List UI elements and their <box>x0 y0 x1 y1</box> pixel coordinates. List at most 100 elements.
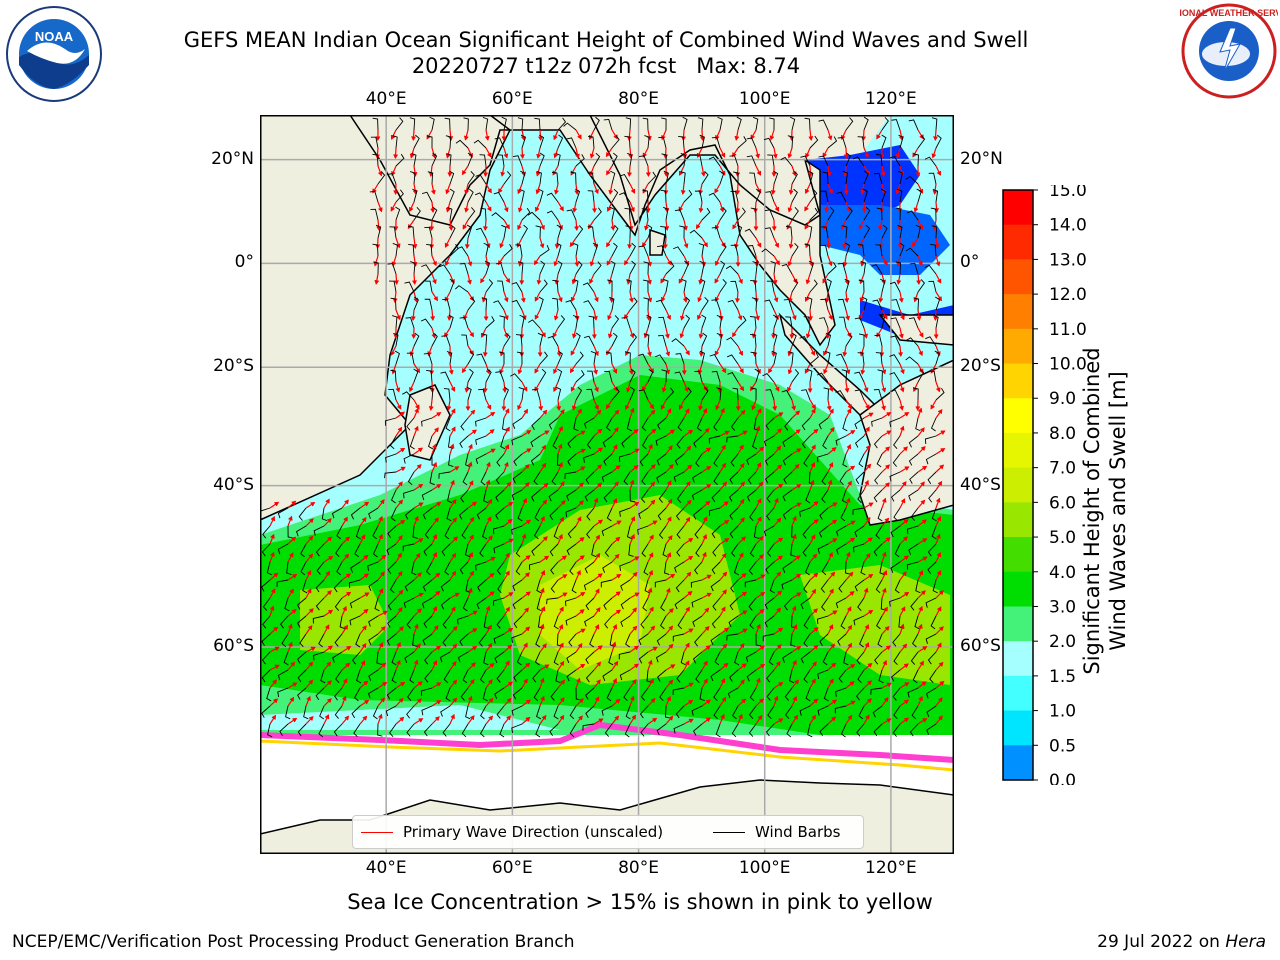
wind-barb <box>377 723 383 737</box>
wind-barb <box>928 489 937 503</box>
wave-direction-arrowhead <box>823 369 828 375</box>
wind-barb <box>683 387 692 401</box>
wind-barb <box>762 633 775 642</box>
wind-barb <box>682 116 688 131</box>
wind-barb <box>572 314 579 329</box>
wave-direction-arrowhead <box>922 718 928 723</box>
wind-barb <box>386 543 397 556</box>
wave-direction-arrowhead <box>505 278 511 284</box>
wind-barb <box>912 633 919 648</box>
wave-direction-arrowhead <box>597 464 602 470</box>
wind-barb <box>513 453 523 466</box>
wind-barb <box>855 687 865 701</box>
wave-direction-arrowhead <box>417 698 422 703</box>
wave-direction-arrowhead <box>390 206 395 212</box>
wave-direction-arrowhead <box>896 279 902 285</box>
wind-barb <box>893 651 901 666</box>
wind-barb <box>644 579 650 594</box>
wind-barb <box>315 543 325 557</box>
wave-direction-arrowhead <box>900 315 905 321</box>
wind-barb <box>375 224 382 239</box>
wind-barb <box>748 723 757 737</box>
wave-direction-arrowhead <box>900 498 906 504</box>
wave-direction-arrowhead <box>540 570 546 576</box>
wind-barb <box>555 669 561 684</box>
wind-barb <box>267 723 273 738</box>
wave-direction-arrowhead <box>668 445 673 451</box>
wind-barb <box>406 723 415 737</box>
wind-barb <box>890 489 901 502</box>
wind-barb <box>892 633 901 647</box>
wind-barb <box>820 190 829 203</box>
wind-barb <box>629 297 638 311</box>
wind-barb <box>459 317 469 329</box>
wave-direction-arrowhead <box>576 677 581 683</box>
wind-barb <box>551 172 559 185</box>
wave-direction-arrowhead <box>375 136 381 142</box>
wave-direction-arrowhead <box>553 261 559 267</box>
wind-barb <box>389 435 397 450</box>
wind-barb <box>389 280 397 293</box>
lat-tick-left: 20°S <box>213 356 254 377</box>
wind-barb <box>386 633 397 646</box>
wind-barb <box>821 226 829 239</box>
wave-direction-arrowhead <box>452 697 458 703</box>
wind-barb <box>880 188 886 203</box>
wave-direction-arrowhead <box>900 623 905 629</box>
wave-direction-arrowhead <box>594 387 599 393</box>
wave-direction-arrowhead <box>804 224 809 230</box>
wind-barb <box>729 597 739 611</box>
wave-direction-arrowhead <box>271 588 276 594</box>
wind-barb <box>336 561 343 576</box>
wind-barb <box>467 188 474 203</box>
wave-direction-arrowhead <box>469 480 474 486</box>
wind-barb <box>539 351 548 365</box>
wind-barb <box>511 723 523 734</box>
wind-barb <box>818 119 829 131</box>
wave-direction-arrowhead <box>572 207 577 213</box>
wave-direction-arrowhead <box>904 699 910 705</box>
wind-barb <box>661 153 667 167</box>
wind-barb <box>915 579 921 594</box>
colorbar-tick-label: 0.0 <box>1049 771 1076 785</box>
wave-direction-arrowhead <box>832 699 837 705</box>
wave-direction-arrowhead <box>501 406 507 412</box>
wind-barb <box>413 134 420 149</box>
wind-barb <box>405 317 415 329</box>
wave-direction-arrowhead <box>885 537 891 542</box>
wave-6-7m <box>540 555 650 670</box>
wave-direction-arrowhead <box>878 297 884 303</box>
wind-barb <box>931 525 937 540</box>
wave-direction-arrowhead <box>787 369 793 375</box>
wind-barb <box>910 651 919 665</box>
wave-direction-arrowhead <box>828 551 833 557</box>
wave-direction-arrowhead <box>773 297 779 303</box>
wave-direction-arrowhead <box>842 243 848 249</box>
wave-direction-arrowhead <box>881 405 886 411</box>
wind-barb <box>674 561 685 573</box>
wave-direction-arrowhead <box>523 408 529 414</box>
wind-barb <box>552 435 559 450</box>
wind-barb <box>512 155 523 167</box>
wind-barb <box>925 336 937 347</box>
wind-barb <box>457 246 469 257</box>
nws-logo: NATIONAL WEATHER SERVICE <box>1162 2 1280 104</box>
wave-direction-arrowhead <box>363 608 369 614</box>
wave-direction-arrowhead <box>864 642 870 648</box>
wave-direction-arrowhead <box>886 682 892 687</box>
wind-barb <box>461 525 469 540</box>
wave-direction-arrowhead <box>757 714 763 720</box>
wind-barb <box>389 723 397 737</box>
wave-direction-arrowhead <box>792 659 797 665</box>
wind-barb <box>536 171 542 185</box>
wind-barb <box>393 332 399 347</box>
wind-barb <box>857 244 865 257</box>
wave-direction-arrowhead <box>594 624 600 630</box>
wind-barb <box>588 135 595 149</box>
wind-barb <box>790 633 796 647</box>
wind-barb <box>336 525 343 540</box>
wind-barb <box>853 543 865 553</box>
wave-direction-arrowhead <box>937 408 943 414</box>
wind-barb <box>708 192 721 203</box>
wave-direction-arrowhead <box>487 152 492 158</box>
